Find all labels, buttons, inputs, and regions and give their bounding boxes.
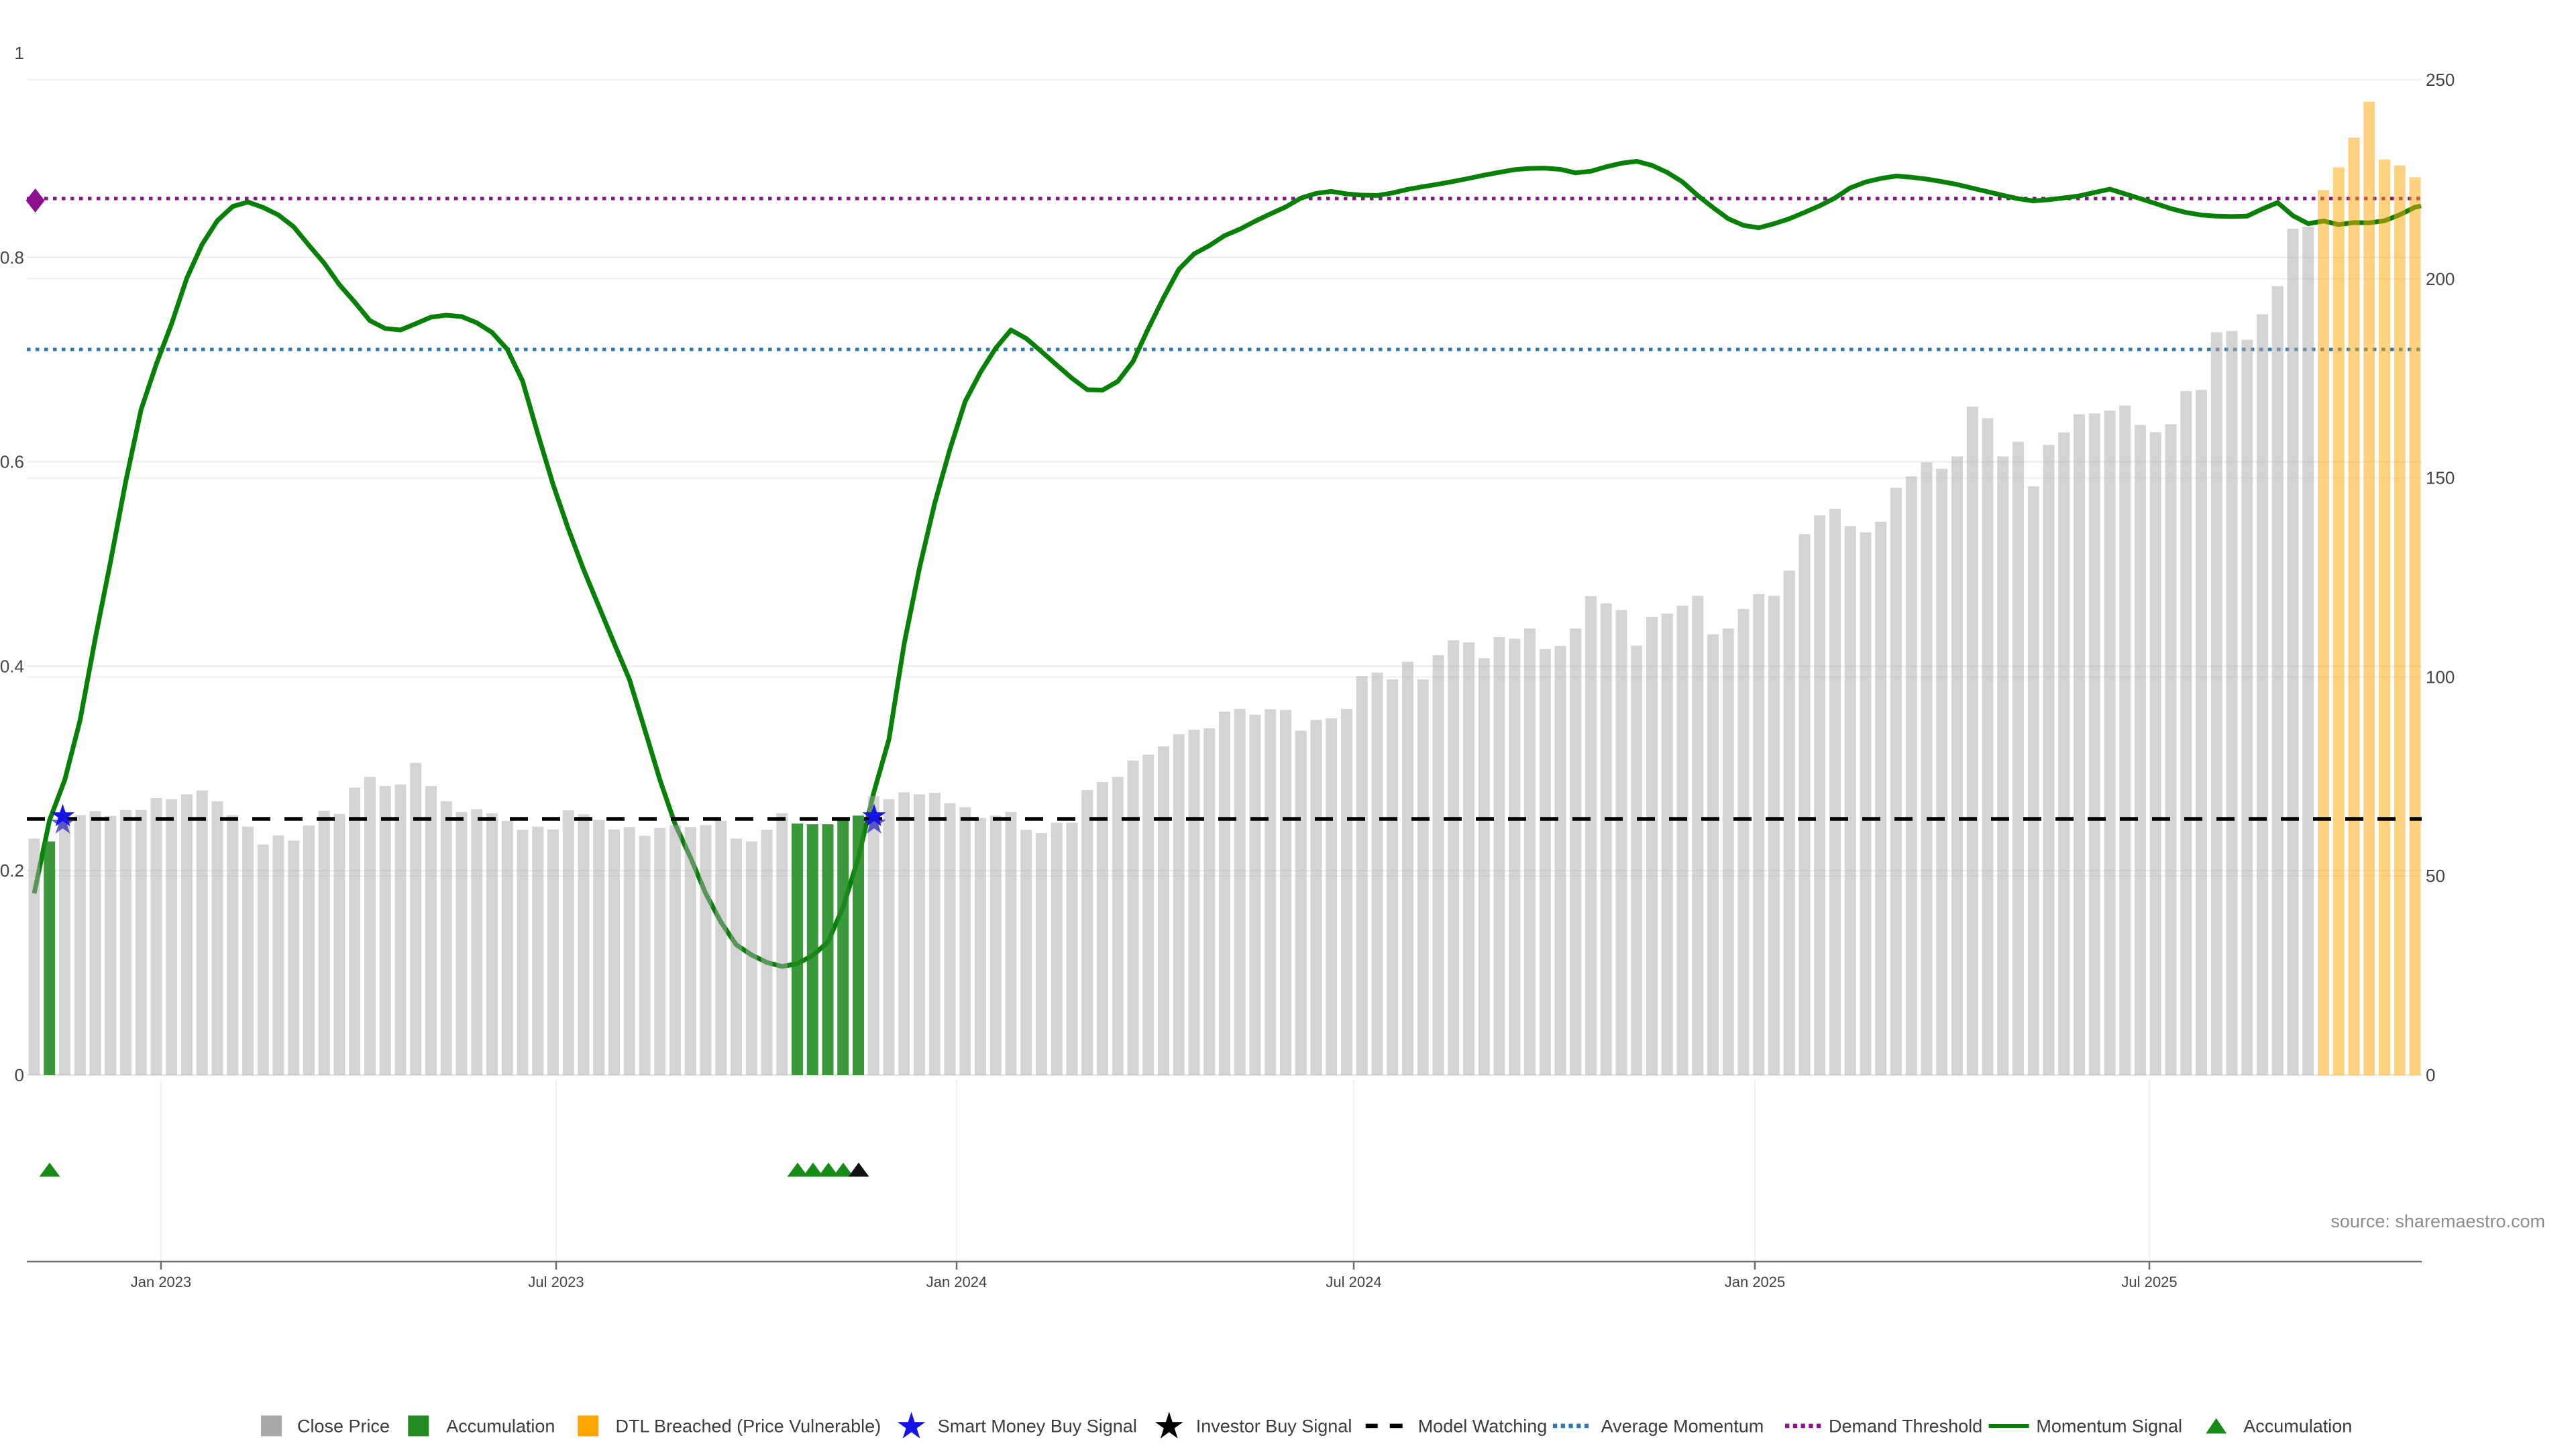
svg-text:50: 50: [2426, 866, 2445, 886]
svg-text:DTL Breached (Price Vulnerable: DTL Breached (Price Vulnerable): [616, 1416, 881, 1437]
svg-text:Jul 2025: Jul 2025: [2121, 1274, 2177, 1290]
svg-text:0.4: 0.4: [0, 656, 24, 676]
svg-text:Jan 2024: Jan 2024: [926, 1274, 987, 1290]
svg-text:0.2: 0.2: [0, 860, 24, 881]
svg-text:Jul 2023: Jul 2023: [528, 1274, 584, 1290]
svg-text:150: 150: [2426, 468, 2455, 488]
svg-text:1: 1: [15, 43, 24, 63]
svg-text:Demand Threshold: Demand Threshold: [1829, 1416, 1982, 1437]
svg-text:Investor Buy Signal: Investor Buy Signal: [1196, 1416, 1352, 1437]
svg-text:0.8: 0.8: [0, 247, 24, 268]
svg-text:Jan 2025: Jan 2025: [1725, 1274, 1786, 1290]
svg-text:100: 100: [2426, 667, 2455, 687]
svg-text:Accumulation: Accumulation: [2243, 1416, 2352, 1437]
svg-text:Momentum Signal: Momentum Signal: [2036, 1416, 2182, 1437]
svg-text:0: 0: [2426, 1065, 2435, 1085]
svg-text:Jul 2024: Jul 2024: [1326, 1274, 1381, 1290]
svg-text:200: 200: [2426, 269, 2455, 289]
svg-text:250: 250: [2426, 70, 2455, 90]
svg-text:0: 0: [15, 1065, 24, 1085]
svg-text:source: sharemaestro.com: source: sharemaestro.com: [2330, 1211, 2545, 1231]
svg-text:Average Momentum: Average Momentum: [1601, 1416, 1764, 1437]
svg-text:Jan 2023: Jan 2023: [131, 1274, 192, 1290]
svg-text:Smart Money Buy Signal: Smart Money Buy Signal: [938, 1416, 1137, 1437]
svg-text:0.6: 0.6: [0, 452, 24, 472]
svg-text:Model Watching: Model Watching: [1418, 1416, 1548, 1437]
svg-text:Close Price: Close Price: [297, 1416, 390, 1437]
svg-text:Accumulation: Accumulation: [446, 1416, 555, 1437]
